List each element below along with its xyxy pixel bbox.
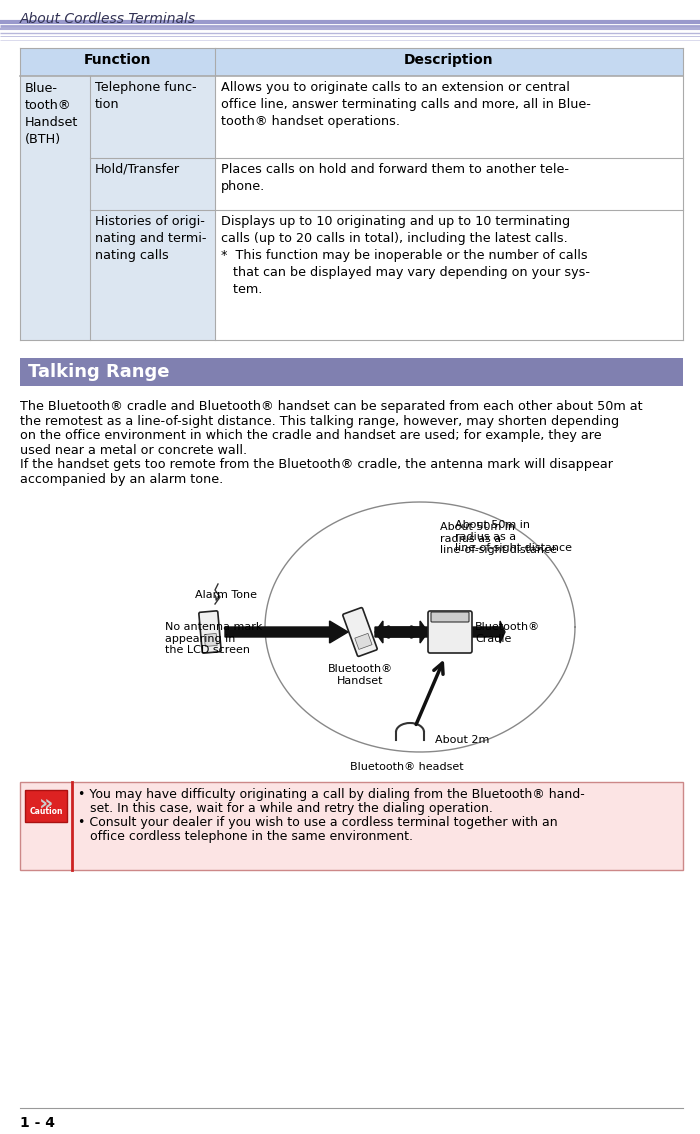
Bar <box>90 76 215 158</box>
Text: Alarm Tone: Alarm Tone <box>195 590 257 600</box>
Bar <box>215 158 683 210</box>
Text: The Bluetooth® cradle and Bluetooth® handset can be separated from each other ab: The Bluetooth® cradle and Bluetooth® han… <box>20 400 643 413</box>
FancyBboxPatch shape <box>428 611 472 653</box>
Bar <box>20 782 683 870</box>
FancyArrow shape <box>375 621 428 643</box>
Bar <box>90 210 215 340</box>
FancyBboxPatch shape <box>343 608 377 657</box>
Text: office cordless telephone in the same environment.: office cordless telephone in the same en… <box>78 830 413 843</box>
Text: About 2m: About 2m <box>435 735 489 745</box>
Bar <box>25 790 67 822</box>
FancyArrow shape <box>225 621 348 643</box>
Bar <box>20 76 90 340</box>
Text: Displays up to 10 originating and up to 10 terminating
calls (up to 20 calls in : Displays up to 10 originating and up to … <box>221 215 590 296</box>
Text: Hold/Transfer: Hold/Transfer <box>95 163 180 176</box>
Text: the remotest as a line-of-sight distance. This talking range, however, may short: the remotest as a line-of-sight distance… <box>20 415 619 428</box>
Text: Bluetooth®
Handset: Bluetooth® Handset <box>328 665 393 686</box>
Text: accompanied by an alarm tone.: accompanied by an alarm tone. <box>20 473 223 485</box>
FancyBboxPatch shape <box>355 634 372 650</box>
Text: Function: Function <box>84 53 151 67</box>
Text: 1 - 4: 1 - 4 <box>20 1116 55 1129</box>
Text: Caution: Caution <box>29 807 63 816</box>
Bar <box>20 358 683 386</box>
Text: used near a metal or concrete wall.: used near a metal or concrete wall. <box>20 443 247 457</box>
Text: • You may have difficulty originating a call by dialing from the Bluetooth® hand: • You may have difficulty originating a … <box>78 788 584 801</box>
Bar <box>90 158 215 210</box>
FancyArrow shape <box>375 621 428 643</box>
FancyBboxPatch shape <box>204 634 217 646</box>
Text: If the handset gets too remote from the Bluetooth® cradle, the antenna mark will: If the handset gets too remote from the … <box>20 458 613 471</box>
Text: Bluetooth® headset: Bluetooth® headset <box>350 762 463 772</box>
FancyBboxPatch shape <box>431 612 469 623</box>
Text: Blue-
tooth®
Handset
(BTH): Blue- tooth® Handset (BTH) <box>25 82 78 146</box>
Text: • Consult your dealer if you wish to use a cordless terminal together with an: • Consult your dealer if you wish to use… <box>78 816 558 829</box>
Text: Description: Description <box>404 53 494 67</box>
Text: About Cordless Terminals: About Cordless Terminals <box>20 12 196 26</box>
Bar <box>20 48 683 76</box>
Text: Histories of origi-
nating and termi-
nating calls: Histories of origi- nating and termi- na… <box>95 215 206 262</box>
Bar <box>215 76 683 158</box>
Text: Bluetooth®
Cradle: Bluetooth® Cradle <box>475 623 540 644</box>
Text: No antenna mark
appearing in
the LCD screen: No antenna mark appearing in the LCD scr… <box>165 623 262 655</box>
FancyBboxPatch shape <box>199 611 221 653</box>
Text: set. In this case, wait for a while and retry the dialing operation.: set. In this case, wait for a while and … <box>78 802 493 815</box>
Bar <box>215 210 683 340</box>
Text: Places calls on hold and forward them to another tele-
phone.: Places calls on hold and forward them to… <box>221 163 569 193</box>
Text: Talking Range: Talking Range <box>28 363 169 381</box>
FancyArrow shape <box>472 621 505 643</box>
Text: »: » <box>38 793 53 813</box>
Text: Allows you to originate calls to an extension or central
office line, answer ter: Allows you to originate calls to an exte… <box>221 81 591 128</box>
Text: About 50m in
radius as a
line-of-sight distance: About 50m in radius as a line-of-sight d… <box>440 522 557 556</box>
Text: on the office environment in which the cradle and handset are used; for example,: on the office environment in which the c… <box>20 429 601 442</box>
Text: Telephone func-
tion: Telephone func- tion <box>95 81 197 111</box>
Text: About 50m in
radius as a
line-of-sight distance: About 50m in radius as a line-of-sight d… <box>455 521 572 553</box>
